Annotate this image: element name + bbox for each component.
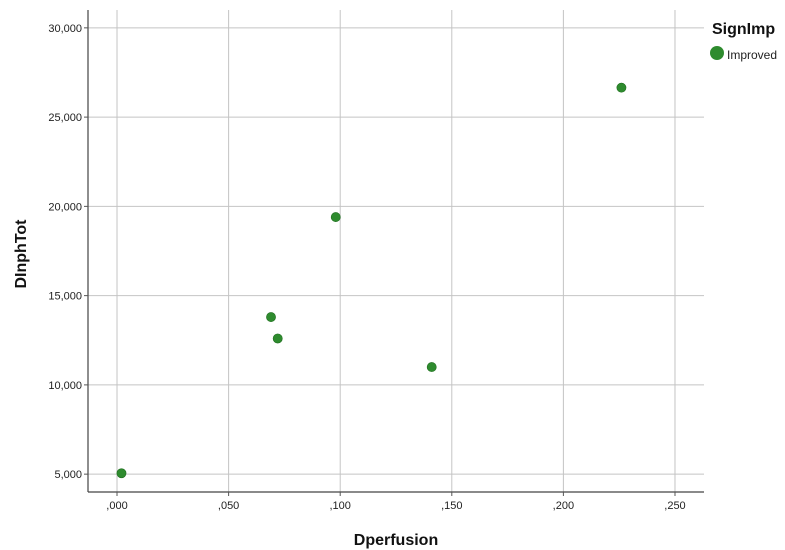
data-point (116, 468, 127, 479)
x-tick-label: ,250 (664, 500, 685, 512)
x-tick-label: ,100 (329, 500, 350, 512)
legend-label: Improved (727, 48, 777, 62)
legend: SignImp Improved (710, 21, 777, 62)
grid (88, 10, 704, 492)
y-tick-label: 10,000 (48, 380, 82, 392)
x-tick-label: ,200 (553, 500, 574, 512)
x-tick-label: ,050 (218, 500, 239, 512)
axes (87, 10, 704, 493)
y-tick-label: 5,000 (54, 469, 82, 481)
x-tick-label: ,000 (106, 500, 127, 512)
y-tick-label: 20,000 (48, 201, 82, 213)
data-point (266, 312, 276, 322)
y-tick-label: 25,000 (48, 112, 82, 124)
y-axis-title: DInphTot (13, 219, 30, 289)
legend-title: SignImp (712, 21, 775, 38)
x-ticks: ,000 ,050 ,100 ,150 ,200 ,250 (106, 492, 686, 512)
data-point (330, 212, 341, 222)
legend-marker (710, 46, 724, 60)
y-ticks: 5,000 10,000 15,000 20,000 25,000 30,000 (48, 23, 88, 481)
y-tick-label: 15,000 (48, 291, 82, 303)
data-point (272, 333, 283, 344)
data-point (616, 82, 627, 93)
x-tick-label: ,150 (441, 500, 462, 512)
y-tick-label: 30,000 (48, 23, 82, 35)
data-point (426, 362, 437, 372)
data-points (116, 82, 627, 479)
x-axis-title: Dperfusion (354, 532, 438, 549)
